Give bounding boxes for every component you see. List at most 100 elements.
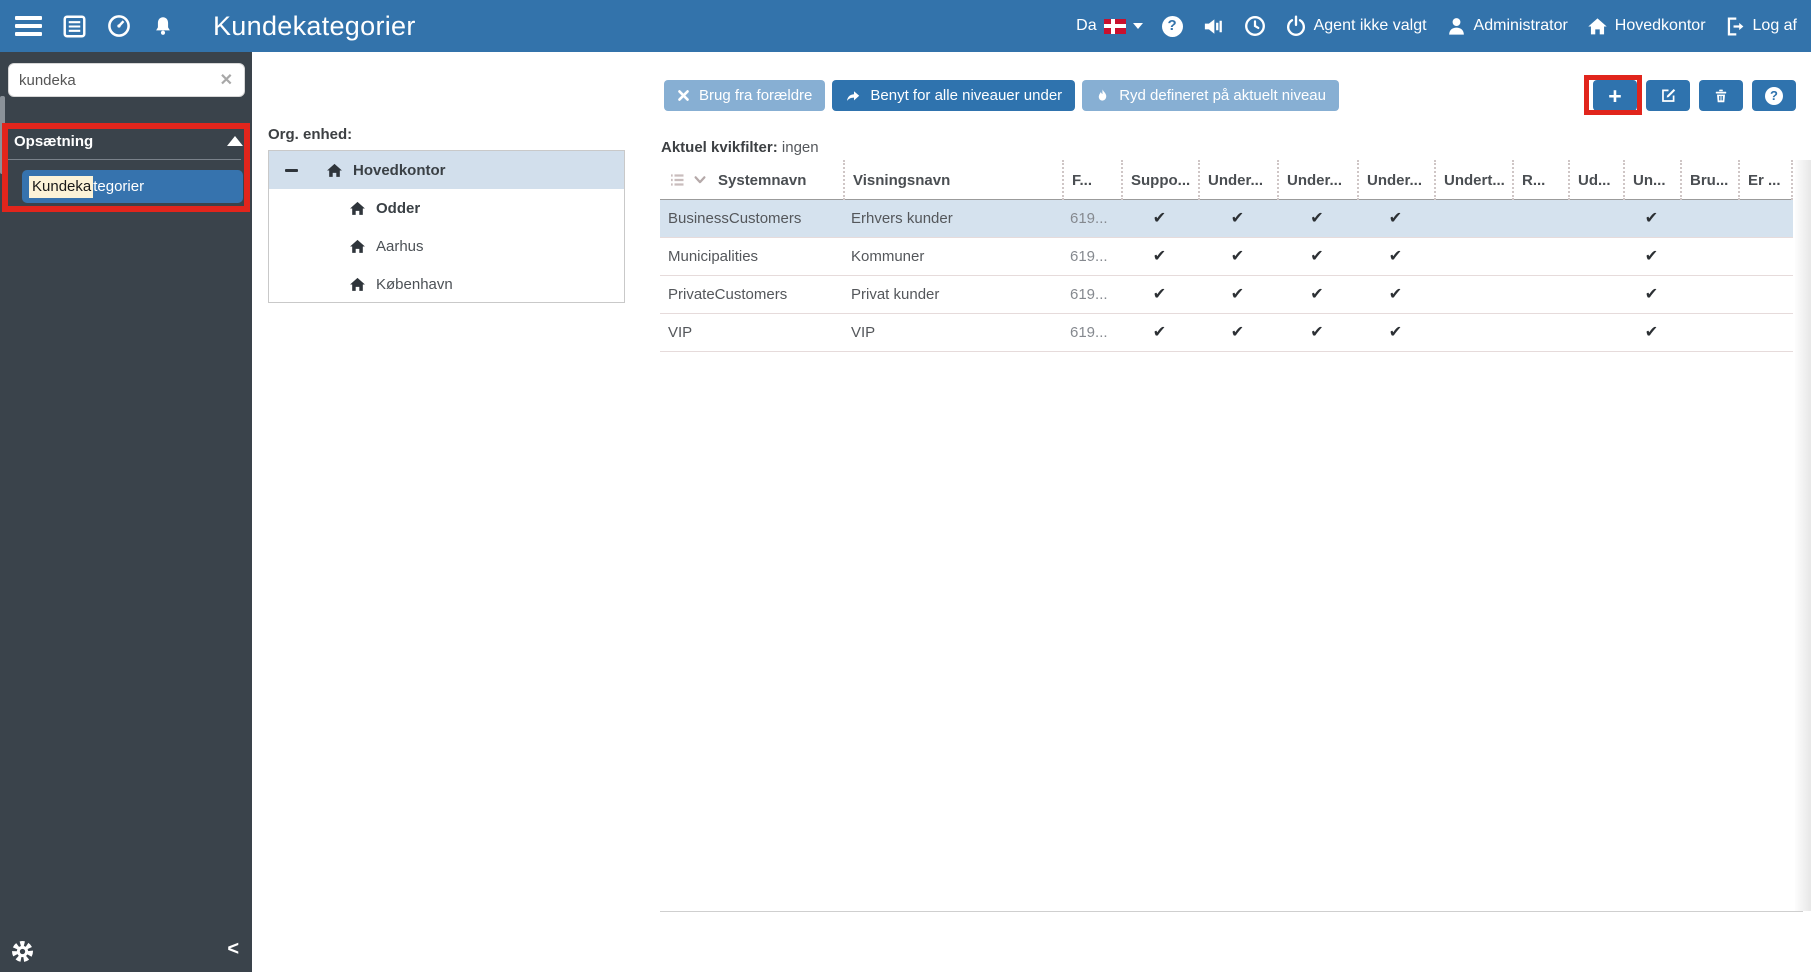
column-header[interactable]: R... <box>1512 160 1568 200</box>
cell: Privat kunder <box>851 286 940 303</box>
trash-icon <box>1713 88 1729 104</box>
column-menu-icon[interactable] <box>668 172 687 188</box>
table-header-row: Systemnavn Visningsnavn F... Suppo... Under.… <box>660 160 1793 200</box>
tree-node-odder[interactable]: Odder <box>269 189 624 227</box>
notifications-bell-icon[interactable] <box>152 15 174 37</box>
gear-icon[interactable] <box>10 939 35 964</box>
column-header-label: Systemnavn <box>718 171 807 189</box>
table-scrollbar[interactable] <box>1795 160 1811 911</box>
cell: 619... <box>1070 324 1108 341</box>
add-button[interactable]: + <box>1593 80 1637 111</box>
column-header[interactable]: Ud... <box>1568 160 1623 200</box>
tree-node-koebenhavn[interactable]: København <box>269 265 624 303</box>
check-icon: ✔ <box>1310 210 1324 227</box>
record-actions: + ? <box>1593 80 1796 111</box>
org-tree: Hovedkontor Odder Aarhus København <box>268 150 625 303</box>
categories-table: Systemnavn Visningsnavn F... Suppo... Under.… <box>660 160 1793 352</box>
forms-icon[interactable] <box>63 15 86 38</box>
apply-all-levels-button[interactable]: Benyt for alle niveauer under <box>832 80 1076 111</box>
cell: VIP <box>851 324 876 341</box>
tree-node-hovedkontor[interactable]: Hovedkontor <box>269 151 624 189</box>
column-header[interactable]: Bru... <box>1680 160 1738 200</box>
button-label: Benyt for alle niveauer under <box>870 87 1063 104</box>
search-match-highlight: Kundeka <box>29 175 94 198</box>
column-header[interactable]: Suppo... <box>1121 160 1198 200</box>
cell: ✔ <box>1121 249 1198 265</box>
cell: ✔ <box>1277 211 1357 227</box>
agent-selector[interactable]: Agent ikke valgt <box>1285 15 1427 37</box>
column-header-label: R... <box>1522 171 1546 189</box>
check-icon: ✔ <box>1230 210 1245 227</box>
table-row[interactable]: PrivateCustomers Privat kunder 619... ✔ ✔ ✔ ✔ ✔ <box>660 276 1793 314</box>
sidebar-scrollbar[interactable] <box>0 96 5 174</box>
column-header-label: Undert... <box>1444 171 1505 189</box>
volume-icon[interactable] <box>1202 15 1225 38</box>
hamburger-menu-icon[interactable] <box>15 16 42 36</box>
check-icon: ✔ <box>1230 324 1245 341</box>
language-selector[interactable]: Da <box>1076 17 1143 35</box>
column-header[interactable]: Un... <box>1623 160 1680 200</box>
office-menu[interactable]: Hovedkontor <box>1587 16 1706 37</box>
search-clear-icon[interactable]: ✕ <box>219 72 233 89</box>
sidebar-section-opsaetning[interactable]: Opsætning <box>14 133 94 150</box>
cell: ✔ <box>1357 325 1434 341</box>
cell: BusinessCustomers <box>668 210 802 227</box>
tree-collapse-icon[interactable] <box>285 168 298 172</box>
tree-node-aarhus[interactable]: Aarhus <box>269 227 624 265</box>
power-icon <box>1285 15 1307 37</box>
column-header-label: F... <box>1072 171 1093 189</box>
column-header[interactable]: Under... <box>1198 160 1277 200</box>
cell: ✔ <box>1623 211 1680 227</box>
check-icon: ✔ <box>1388 248 1403 265</box>
section-collapse-triangle-icon[interactable] <box>227 136 243 146</box>
cell: ✔ <box>1623 325 1680 341</box>
sidebar-item-kundekategorier[interactable]: Kundeka tegorier <box>22 170 243 203</box>
cell: VIP <box>668 324 693 341</box>
button-label: Brug fra forældre <box>699 87 813 104</box>
check-icon: ✔ <box>1644 210 1659 227</box>
cell: ✔ <box>1277 249 1357 265</box>
column-header[interactable]: Under... <box>1277 160 1357 200</box>
cell: ✔ <box>1198 325 1277 341</box>
cell: ✔ <box>1198 249 1277 265</box>
table-row[interactable]: BusinessCustomers Erhvers kunder 619... ✔ ✔ ✔… <box>660 200 1793 238</box>
search-input[interactable] <box>9 71 220 89</box>
use-from-parent-button[interactable]: Brug fra forældre <box>664 80 826 111</box>
check-icon: ✔ <box>1644 286 1659 303</box>
cell: ✔ <box>1121 287 1198 303</box>
cell: 619... <box>1070 248 1108 265</box>
table-bottom-border <box>660 911 1803 912</box>
check-icon: ✔ <box>1152 286 1167 303</box>
column-header[interactable]: Er ... <box>1738 160 1793 200</box>
quickfilter-line: Aktuel kvikfilter: ingen <box>661 139 819 156</box>
logout-label: Log af <box>1752 17 1797 34</box>
cell: ✔ <box>1277 325 1357 341</box>
column-header[interactable]: Under... <box>1357 160 1434 200</box>
logout-button[interactable]: Log af <box>1725 16 1797 37</box>
column-sort-chevron-icon[interactable] <box>693 173 707 187</box>
dashboard-icon[interactable] <box>107 14 131 38</box>
column-header-label: Visningsnavn <box>853 171 951 189</box>
help-icon[interactable]: ? <box>1161 15 1183 37</box>
home-icon <box>349 276 366 293</box>
user-menu[interactable]: Administrator <box>1446 16 1568 37</box>
column-header[interactable]: Systemnavn <box>660 160 843 200</box>
cell: ✔ <box>1623 287 1680 303</box>
table-row[interactable]: Municipalities Kommuner 619... ✔ ✔ ✔ ✔ ✔ <box>660 238 1793 276</box>
column-header-label: Under... <box>1208 171 1264 189</box>
clear-current-level-button[interactable]: Ryd defineret på aktuelt niveau <box>1082 80 1339 111</box>
table-row[interactable]: VIP VIP 619... ✔ ✔ ✔ ✔ ✔ <box>660 314 1793 352</box>
help-button[interactable]: ? <box>1752 80 1796 111</box>
sidebar-collapse-chevron-icon[interactable]: < <box>227 938 239 960</box>
check-icon: ✔ <box>1310 286 1324 303</box>
edit-button[interactable] <box>1646 80 1690 111</box>
sidebar-item-label-rest: tegorier <box>93 178 145 195</box>
home-icon <box>349 200 366 217</box>
delete-button[interactable] <box>1699 80 1743 111</box>
column-header[interactable]: Undert... <box>1434 160 1512 200</box>
clock-icon[interactable] <box>1244 15 1266 37</box>
check-icon: ✔ <box>1230 286 1245 303</box>
column-header[interactable]: F... <box>1062 160 1121 200</box>
cell: ✔ <box>1357 287 1434 303</box>
column-header[interactable]: Visningsnavn <box>843 160 1062 200</box>
